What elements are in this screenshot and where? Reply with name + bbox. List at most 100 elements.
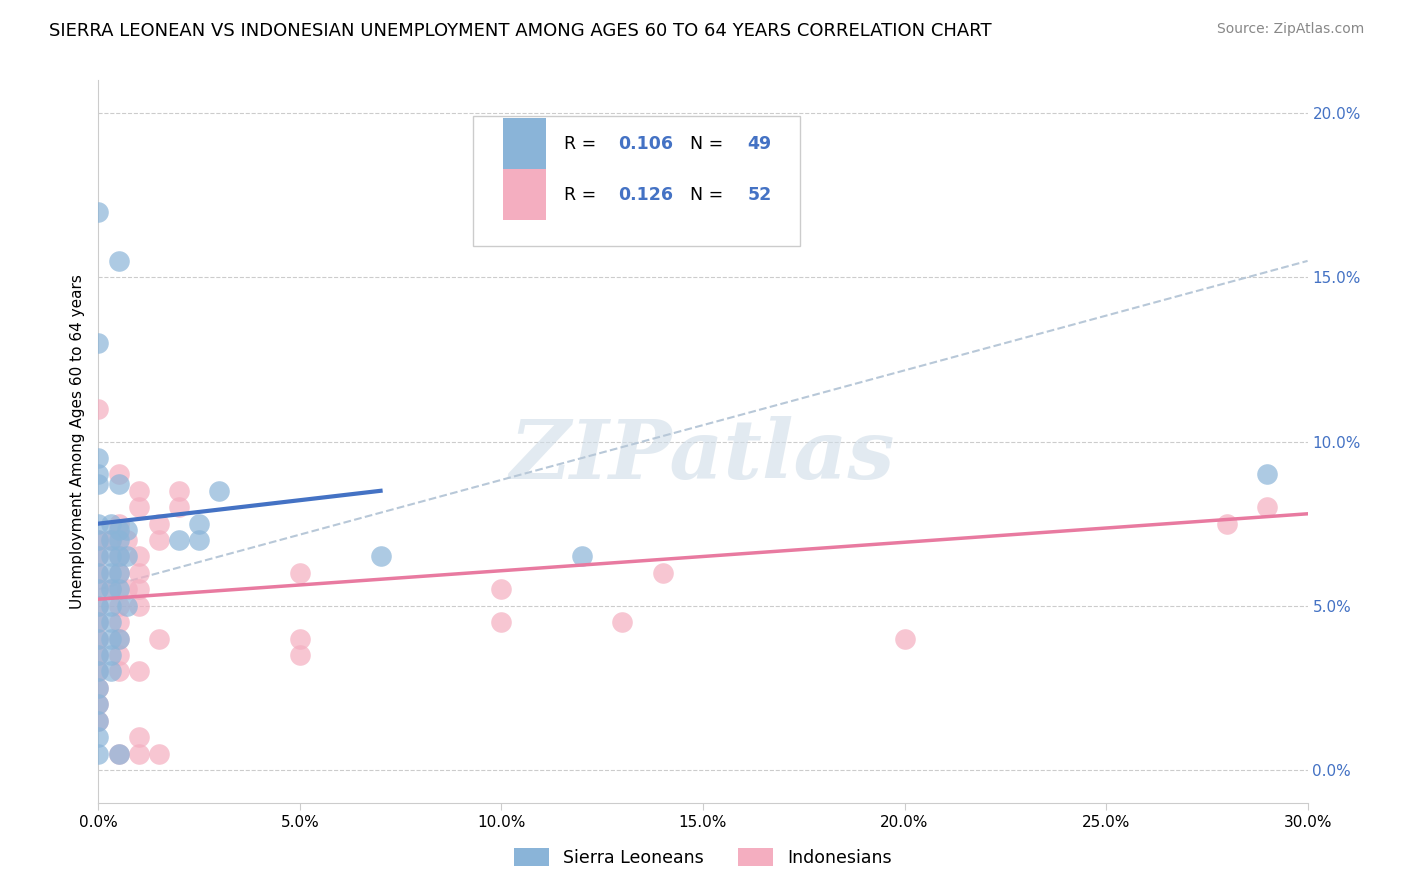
Point: [288, 648, 311, 662]
Point: [128, 582, 150, 597]
Point: [1256, 500, 1278, 515]
Point: [100, 533, 122, 547]
Point: [148, 747, 170, 761]
Point: [100, 665, 122, 679]
Point: [107, 632, 129, 646]
Point: [188, 516, 211, 531]
Point: [87, 681, 110, 695]
Point: [87, 477, 110, 491]
Point: [87, 336, 110, 351]
Point: [188, 533, 211, 547]
Point: [87, 467, 110, 482]
Point: [100, 549, 122, 564]
Point: [87, 698, 110, 712]
Point: [87, 714, 110, 728]
Point: [107, 467, 129, 482]
Point: [107, 665, 129, 679]
Point: [87, 747, 110, 761]
Point: [87, 599, 110, 613]
Point: [87, 665, 110, 679]
Y-axis label: Unemployment Among Ages 60 to 64 years: Unemployment Among Ages 60 to 64 years: [69, 274, 84, 609]
Point: [87, 665, 110, 679]
Point: [612, 615, 634, 630]
Point: [651, 566, 673, 580]
Text: 0.106: 0.106: [619, 135, 673, 153]
Point: [87, 582, 110, 597]
Point: [571, 549, 593, 564]
Point: [87, 549, 110, 564]
Point: [167, 483, 190, 498]
Text: R =: R =: [564, 135, 602, 153]
Legend: Sierra Leoneans, Indonesians: Sierra Leoneans, Indonesians: [508, 841, 898, 873]
Point: [87, 698, 110, 712]
Point: [100, 582, 122, 597]
Point: [1256, 467, 1278, 482]
Point: [128, 500, 150, 515]
Point: [107, 615, 129, 630]
Point: [208, 483, 231, 498]
Point: [107, 632, 129, 646]
Point: [107, 747, 129, 761]
Point: [100, 516, 122, 531]
Point: [87, 450, 110, 465]
Point: [87, 533, 110, 547]
Point: [100, 599, 122, 613]
Text: N =: N =: [679, 135, 728, 153]
Text: 49: 49: [748, 135, 772, 153]
Point: [100, 533, 122, 547]
Point: [87, 582, 110, 597]
FancyBboxPatch shape: [503, 169, 546, 219]
Point: [107, 747, 129, 761]
Point: [87, 549, 110, 564]
Point: [115, 582, 138, 597]
FancyBboxPatch shape: [503, 119, 546, 169]
Point: [893, 632, 915, 646]
Point: [87, 599, 110, 613]
Point: [288, 632, 311, 646]
Point: [115, 533, 138, 547]
Point: [115, 599, 138, 613]
Text: ZIPatlas: ZIPatlas: [510, 416, 896, 496]
Point: [491, 615, 513, 630]
Point: [148, 533, 170, 547]
Point: [128, 730, 150, 744]
Point: [100, 648, 122, 662]
Point: [288, 566, 311, 580]
Point: [107, 599, 129, 613]
Point: [107, 516, 129, 531]
Point: [100, 582, 122, 597]
Point: [87, 516, 110, 531]
Text: Source: ZipAtlas.com: Source: ZipAtlas.com: [1216, 22, 1364, 37]
Point: [115, 523, 138, 537]
Point: [107, 566, 129, 580]
Point: [87, 632, 110, 646]
Text: SIERRA LEONEAN VS INDONESIAN UNEMPLOYMENT AMONG AGES 60 TO 64 YEARS CORRELATION : SIERRA LEONEAN VS INDONESIAN UNEMPLOYMEN…: [49, 22, 991, 40]
Point: [100, 632, 122, 646]
Point: [107, 549, 129, 564]
Point: [107, 533, 129, 547]
Point: [100, 566, 122, 580]
FancyBboxPatch shape: [474, 117, 800, 246]
Point: [167, 533, 190, 547]
Point: [128, 599, 150, 613]
Point: [87, 401, 110, 416]
Point: [87, 566, 110, 580]
Point: [107, 582, 129, 597]
Text: 0.126: 0.126: [619, 186, 673, 203]
Point: [87, 615, 110, 630]
Point: [107, 648, 129, 662]
Point: [491, 582, 513, 597]
Point: [87, 204, 110, 219]
Point: [148, 516, 170, 531]
Point: [115, 549, 138, 564]
Point: [128, 549, 150, 564]
Text: 52: 52: [748, 186, 772, 203]
Point: [107, 549, 129, 564]
Point: [107, 253, 129, 268]
Point: [87, 648, 110, 662]
Point: [1216, 516, 1239, 531]
Point: [128, 566, 150, 580]
Point: [87, 648, 110, 662]
Point: [87, 615, 110, 630]
Point: [107, 523, 129, 537]
